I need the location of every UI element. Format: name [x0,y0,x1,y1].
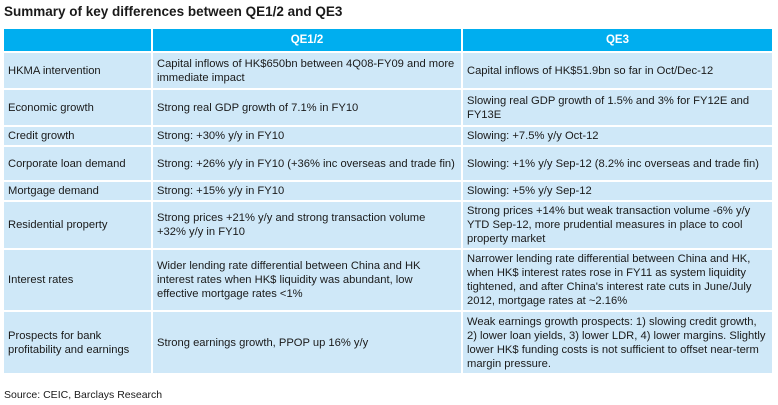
table-row: HKMA intervention Capital inflows of HK$… [4,51,772,89]
qe3-cell: Slowing: +1% y/y Sep-12 (8.2% inc overse… [461,145,772,181]
qe3-cell: Weak earnings growth prospects: 1) slowi… [461,310,772,373]
row-label: Mortgage demand [4,180,152,201]
qe12-cell: Strong: +30% y/y in FY10 [151,125,462,146]
table-row: Credit growth Strong: +30% y/y in FY10 S… [4,125,772,146]
qe3-cell: Strong prices +14% but weak transaction … [461,200,772,249]
row-label: Corporate loan demand [4,145,152,181]
qe12-cell: Capital inflows of HK$650bn between 4Q08… [151,51,462,89]
qe3-cell: Slowing: +5% y/y Sep-12 [461,180,772,201]
qe12-cell: Strong prices +21% y/y and strong transa… [151,200,462,249]
table-row: Prospects for bank profitability and ear… [4,310,772,373]
header-qe3: QE3 [461,29,772,52]
header-qe12: QE1/2 [151,29,462,52]
qe12-cell: Strong: +26% y/y in FY10 (+36% inc overs… [151,145,462,181]
row-label: Interest rates [4,248,152,311]
header-row: QE1/2 QE3 [4,29,772,52]
row-label: Residential property [4,200,152,249]
qe3-cell: Slowing real GDP growth of 1.5% and 3% f… [461,88,772,126]
qe12-cell: Strong: +15% y/y in FY10 [151,180,462,201]
table-row: Mortgage demand Strong: +15% y/y in FY10… [4,180,772,201]
source-note: Source: CEIC, Barclays Research [4,389,163,401]
row-label: Prospects for bank profitability and ear… [4,310,152,373]
comparison-table: QE1/2 QE3 HKMA intervention Capital infl… [4,29,772,373]
qe3-cell: Narrower lending rate differential betwe… [461,248,772,311]
qe12-cell: Strong earnings growth, PPOP up 16% y/y [151,310,462,373]
row-label: Economic growth [4,88,152,126]
qe12-cell: Strong real GDP growth of 7.1% in FY10 [151,88,462,126]
qe3-cell: Capital inflows of HK$51.9bn so far in O… [461,51,772,89]
table-title: Summary of key differences between QE1/2… [4,4,343,19]
row-label: Credit growth [4,125,152,146]
table-row: Economic growth Strong real GDP growth o… [4,88,772,126]
row-label: HKMA intervention [4,51,152,89]
table-row: Corporate loan demand Strong: +26% y/y i… [4,145,772,181]
header-blank [4,29,152,52]
qe3-cell: Slowing: +7.5% y/y Oct-12 [461,125,772,146]
qe12-cell: Wider lending rate differential between … [151,248,462,311]
table-row: Interest rates Wider lending rate differ… [4,248,772,311]
table-row: Residential property Strong prices +21% … [4,200,772,249]
